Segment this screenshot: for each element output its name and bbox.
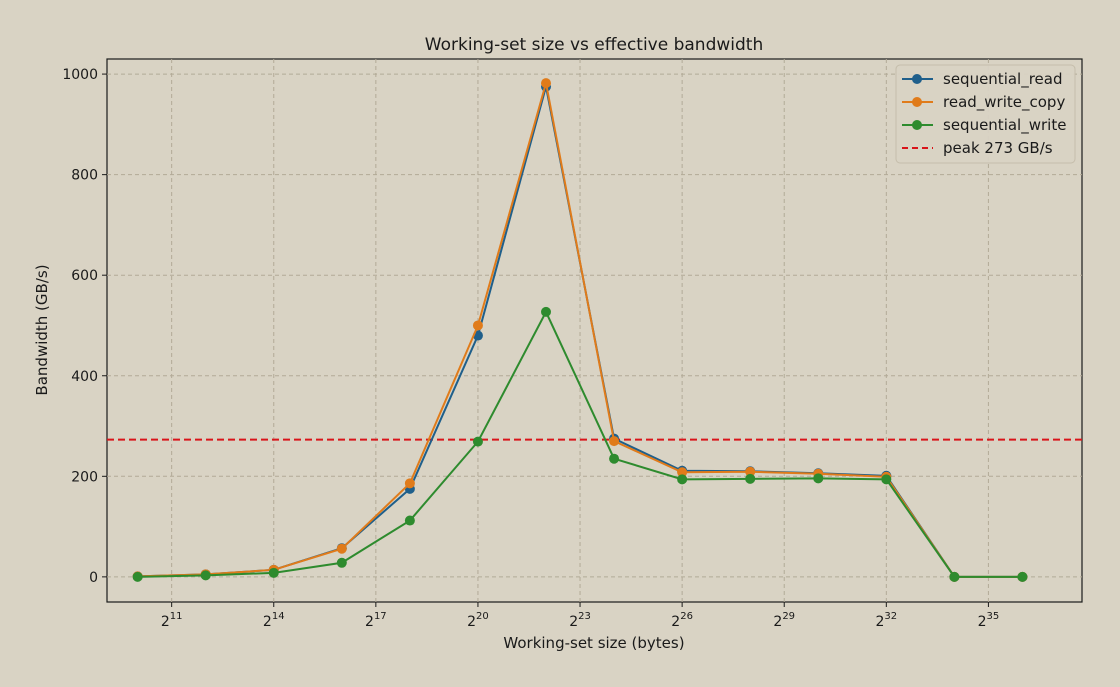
sequential_write-point (1017, 571, 1028, 582)
series-sequential_write (132, 306, 1028, 582)
sequential_write-point (336, 557, 347, 568)
x-tick-label: 223 (569, 611, 591, 630)
legend-label: peak 273 GB/s (943, 139, 1053, 157)
sequential_write-point (813, 473, 824, 484)
read_write_copy-point (336, 543, 347, 554)
read_write_copy-point (609, 436, 620, 447)
legend-label: sequential_write (943, 116, 1066, 135)
sequential_write-point (745, 473, 756, 484)
legend-label: read_write_copy (943, 93, 1065, 112)
sequential_write-point (609, 453, 620, 464)
read_write_copy-point (677, 467, 688, 478)
x-tick-label: 214 (263, 611, 285, 630)
sequential_write-point (881, 474, 892, 485)
read_write_copy-point (745, 466, 756, 477)
y-tick-label: 1000 (62, 67, 98, 83)
y-tick-label: 800 (71, 168, 98, 184)
x-tick-label: 229 (773, 611, 795, 630)
legend-label: sequential_read (943, 70, 1063, 89)
y-tick-label: 600 (71, 268, 98, 284)
y-tick-label: 400 (71, 369, 98, 385)
sequential_write-point (404, 515, 415, 526)
sequential_write-point (132, 571, 143, 582)
legend-box (895, 64, 1076, 164)
x-tick-label: 220 (467, 611, 489, 630)
x-tick-label: 211 (161, 611, 183, 630)
x-tick-label: 217 (365, 611, 387, 630)
legend: sequential_read read_write_copy sequential… (895, 64, 1076, 164)
legend-marker (912, 74, 922, 84)
axis-layer: 0 200 400 600 800 1000 211 214 217 220 223 226 229 23… (62, 67, 999, 630)
sequential_write-point (268, 567, 279, 578)
grid (107, 59, 1082, 602)
legend-marker (912, 97, 922, 107)
legend-marker (912, 120, 922, 130)
read_write_copy-line (137, 82, 1023, 578)
x-tick-label: 235 (978, 611, 1000, 630)
sequential_write-point (541, 306, 552, 317)
x-axis-label: Working-set size (bytes) (503, 634, 684, 652)
sequential_write-line (137, 309, 1023, 578)
sequential_write-point (677, 474, 688, 485)
sequential_write-point (200, 570, 211, 581)
series-layer (132, 78, 1028, 582)
x-tick-label: 232 (875, 611, 897, 630)
read_write_copy-point (404, 478, 415, 489)
sequential_write-point (949, 571, 960, 582)
read_write_copy-point (541, 78, 552, 89)
chart-title: Working-set size vs effective bandwidth (425, 35, 763, 55)
sequential_write-point (472, 436, 483, 447)
y-axis-label: Bandwidth (GB/s) (33, 264, 51, 395)
y-tick-label: 0 (89, 570, 98, 586)
read_write_copy-point (472, 320, 483, 331)
y-tick-label: 200 (71, 469, 98, 485)
x-tick-label: 226 (671, 611, 693, 630)
